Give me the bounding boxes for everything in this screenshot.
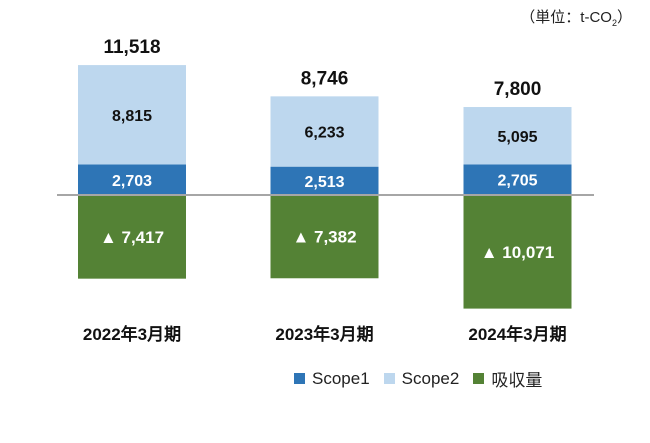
bar-scope1 (270, 166, 379, 195)
x-tick-label: 2024年3月期 (468, 324, 566, 344)
legend-swatch (383, 373, 395, 384)
bar-scope2 (78, 65, 186, 165)
legend-swatch (294, 373, 305, 384)
data-label-absorption: ▲ 7,417 (100, 228, 164, 247)
data-label-total: 7,800 (494, 79, 542, 100)
legend: Scope1 Scope2 吸収量 (294, 366, 556, 391)
bar-absorption (270, 195, 379, 279)
x-tick-label: 2022年3月期 (83, 324, 181, 344)
data-label-total: 8,746 (301, 68, 349, 89)
bar-scope2 (270, 96, 379, 167)
legend-item-scope1: Scope1 (294, 369, 370, 389)
data-label-total: 11,518 (103, 37, 160, 58)
bar-absorption (463, 195, 572, 309)
data-label-scope2: 5,095 (497, 129, 537, 146)
data-label-scope1: 2,705 (497, 173, 537, 190)
data-label-absorption: ▲ 7,382 (292, 228, 356, 247)
bar-scope1 (463, 164, 572, 195)
legend-label: Scope1 (312, 368, 370, 388)
bar-scope1 (78, 164, 186, 195)
x-tick-label: 2023年3月期 (275, 324, 373, 344)
legend-item-scope2: Scope2 (383, 368, 460, 389)
data-label-absorption: ▲ 10,071 (481, 243, 555, 262)
legend-swatch (473, 373, 485, 384)
bar-absorption (78, 195, 186, 279)
data-label-scope2: 6,233 (304, 124, 344, 141)
unit-label: （単位：t-CO2） (520, 9, 632, 28)
legend-label: Scope2 (401, 368, 460, 388)
data-label-scope2: 8,815 (112, 108, 152, 125)
legend-label: 吸収量 (491, 371, 543, 390)
bar-scope2 (463, 107, 572, 165)
data-label-scope1: 2,513 (304, 174, 344, 191)
legend-item-absorption: 吸収量 (473, 366, 542, 391)
data-label-scope1: 2,703 (112, 173, 152, 190)
